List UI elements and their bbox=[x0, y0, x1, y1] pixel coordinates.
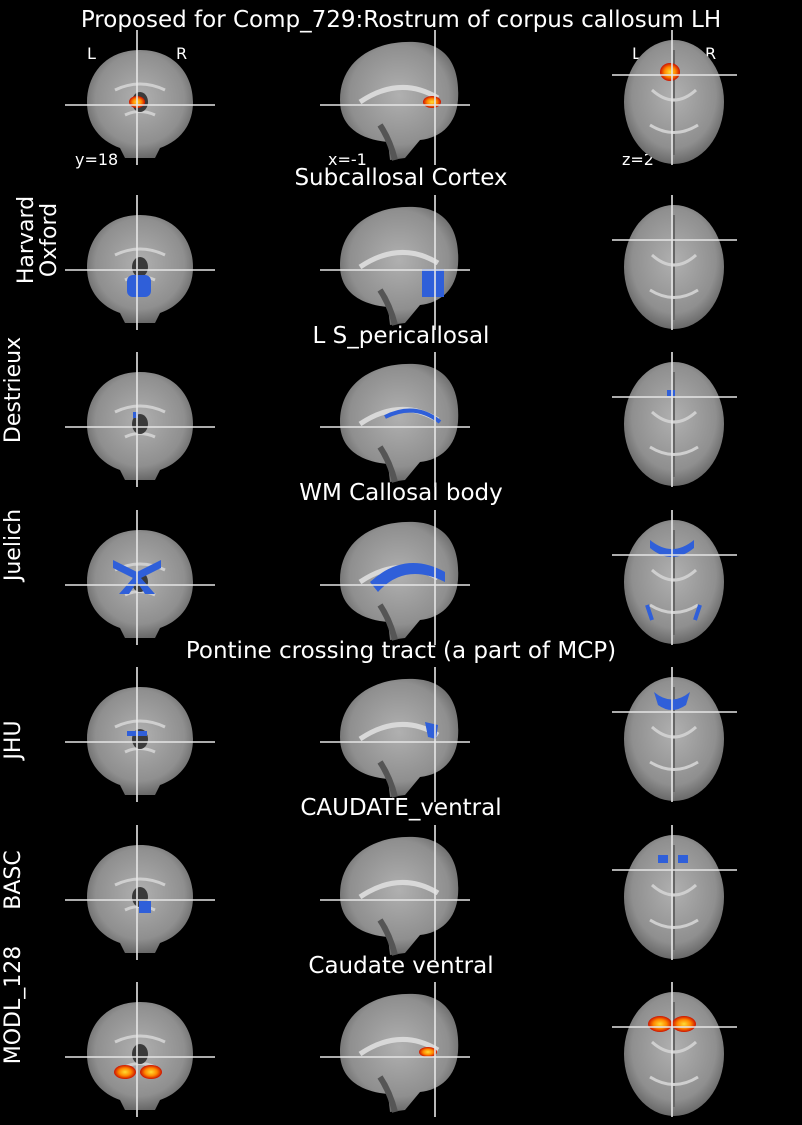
slice-panel-axial bbox=[612, 825, 762, 960]
region-title-harvard: Subcallosal Cortex bbox=[294, 165, 508, 191]
slice-panel-coronal bbox=[65, 667, 215, 802]
slice-panel-axial bbox=[612, 195, 762, 330]
atlas-region-overlay bbox=[645, 540, 702, 621]
axial-coordinate: z=2 bbox=[622, 150, 654, 169]
coronal-coordinate: y=18 bbox=[75, 150, 119, 169]
slice-panel-axial bbox=[612, 982, 762, 1117]
atlas-label-modl: MODL_128 bbox=[1, 945, 26, 1065]
sagittal-brain-slice bbox=[340, 41, 459, 160]
atlas-label-basc: BASC bbox=[1, 850, 26, 910]
slice-panel-axial bbox=[612, 30, 762, 165]
atlas-region-overlay bbox=[422, 269, 444, 297]
activation-blob bbox=[648, 1016, 696, 1032]
atlas-region-overlay bbox=[667, 390, 675, 396]
sagittal-brain-slice bbox=[340, 836, 459, 955]
slice-panel-sagittal bbox=[320, 982, 470, 1117]
slice-panel-coronal bbox=[65, 195, 215, 330]
slice-panel-coronal bbox=[65, 352, 215, 487]
atlas-label-jhu: JHU bbox=[1, 720, 26, 760]
region-title-basc: CAUDATE_ventral bbox=[300, 795, 502, 821]
slice-panel-axial bbox=[612, 667, 762, 802]
atlas-region-overlay bbox=[139, 901, 151, 913]
atlas-label-juelich: Juelich bbox=[1, 508, 26, 582]
region-title-jhu: Pontine crossing tract (a part of MCP) bbox=[185, 638, 617, 664]
slice-panel-coronal bbox=[65, 30, 215, 165]
slice-panel-sagittal bbox=[320, 825, 470, 960]
activation-blob bbox=[419, 1047, 437, 1057]
atlas-label-destrieux: Destrieux bbox=[1, 336, 26, 444]
orientation-left-label-axial: L bbox=[632, 44, 641, 63]
slice-panel-sagittal bbox=[320, 510, 470, 645]
sagittal-coordinate: x=-1 bbox=[328, 150, 367, 169]
slice-panel-coronal bbox=[65, 982, 215, 1117]
region-title-modl: Caudate ventral bbox=[308, 953, 494, 979]
sagittal-brain-slice bbox=[340, 521, 459, 640]
atlas-region-overlay bbox=[370, 563, 445, 592]
sagittal-brain-slice bbox=[340, 206, 459, 325]
atlas-label-harvard-oxford: Harvard Oxford bbox=[14, 195, 63, 285]
slice-panel-sagittal bbox=[320, 667, 470, 802]
sagittal-brain-slice bbox=[340, 363, 459, 482]
region-title-destrieux: L S_pericallosal bbox=[312, 323, 490, 349]
sagittal-brain-slice bbox=[340, 993, 459, 1112]
atlas-region-overlay bbox=[127, 275, 151, 297]
slice-panel-axial bbox=[612, 510, 762, 645]
slice-panel-coronal bbox=[65, 825, 215, 960]
activation-blob bbox=[660, 63, 680, 81]
slice-panel-sagittal bbox=[320, 30, 470, 165]
slice-panel-sagittal bbox=[320, 195, 470, 330]
sagittal-brain-slice bbox=[340, 678, 459, 797]
atlas-region-overlay bbox=[133, 412, 138, 418]
activation-blob bbox=[114, 1065, 162, 1079]
atlas-region-overlay bbox=[658, 855, 688, 863]
orientation-right-label-axial: R bbox=[705, 44, 717, 63]
slice-panel-sagittal bbox=[320, 352, 470, 487]
figure-title: Proposed for Comp_729:Rostrum of corpus … bbox=[80, 7, 722, 33]
slice-panel-axial bbox=[612, 352, 762, 487]
orientation-right-label: R bbox=[176, 44, 188, 63]
slice-panel-coronal bbox=[65, 510, 215, 645]
region-title-juelich: WM Callosal body bbox=[299, 480, 503, 506]
orientation-left-label: L bbox=[87, 44, 96, 63]
activation-blob bbox=[423, 96, 441, 108]
